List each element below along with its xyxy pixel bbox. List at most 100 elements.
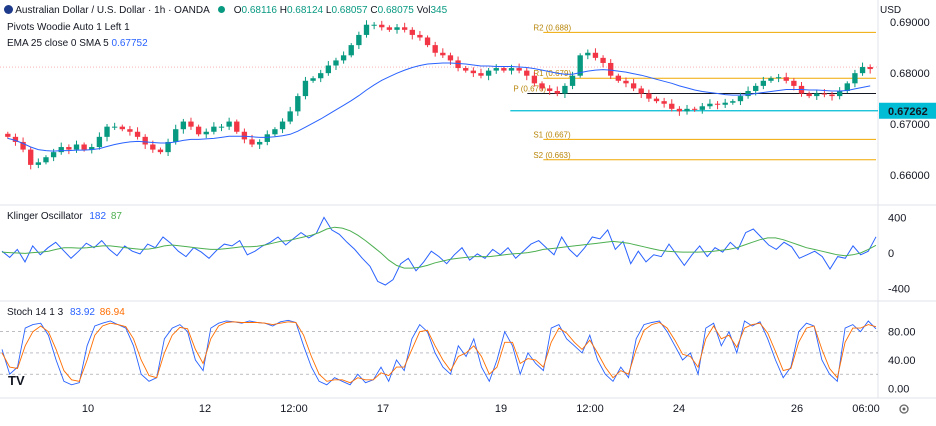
candle-body — [691, 108, 698, 110]
klinger-series-1 — [1, 216, 877, 286]
open-label: O — [233, 5, 242, 16]
candle-body — [684, 108, 690, 112]
candle-body — [493, 68, 499, 71]
stoch-tick-label: 80.00 — [888, 327, 916, 339]
klinger-tick-label: -400 — [888, 284, 910, 296]
ema-line — [7, 62, 871, 152]
candle-body — [43, 157, 49, 163]
candle-body — [287, 111, 293, 122]
candle-body — [96, 136, 103, 148]
stoch-pane — [0, 319, 878, 386]
candle-body — [608, 62, 614, 76]
symbol-header: Australian Dollar / U.S. Dollar · 1h · O… — [4, 5, 447, 16]
candle-body — [478, 73, 484, 76]
candle-body — [501, 68, 507, 71]
candle-body — [379, 24, 385, 28]
volume-value: 345 — [430, 5, 448, 16]
candle-body — [661, 101, 667, 104]
pivot-label-p: P (0.676) — [513, 85, 546, 94]
candle-body — [180, 121, 187, 130]
candle-body — [35, 162, 42, 165]
candle-body — [638, 88, 644, 94]
pivot-label-s1: S1 (0.667) — [533, 130, 571, 139]
candle-body — [432, 45, 438, 53]
candle-body — [20, 141, 26, 150]
candle-body — [211, 126, 217, 132]
candle-body — [272, 129, 278, 135]
candle-body — [89, 147, 95, 150]
candle-body — [5, 133, 11, 137]
candle-body — [28, 149, 34, 165]
candle-body — [58, 147, 64, 153]
time-tick-label: 24 — [673, 403, 685, 415]
open-value: 0.68116 — [241, 5, 277, 16]
klinger-series-2 — [1, 226, 877, 269]
candle-body — [569, 75, 576, 86]
settings-gear-icon[interactable] — [898, 402, 910, 414]
candle-body — [463, 68, 469, 71]
candle-body — [310, 78, 316, 81]
candle-body — [218, 126, 225, 128]
klinger-pane — [1, 216, 877, 286]
stoch-legend[interactable]: Stoch 14 1 3 83.92 86.94 — [7, 307, 125, 318]
candle-body — [531, 75, 538, 84]
candle-body — [745, 90, 751, 97]
candle-body — [371, 24, 377, 26]
candle-body — [539, 83, 545, 89]
candle-body — [836, 90, 843, 97]
candle-body — [150, 144, 156, 150]
candle-body — [859, 67, 866, 74]
candle-body — [127, 129, 133, 132]
tradingview-logo[interactable]: TV — [8, 373, 25, 388]
candle-body — [249, 139, 255, 145]
candle-body — [195, 126, 202, 135]
klinger-tick-label: 400 — [888, 212, 906, 224]
volume-label: Vol — [416, 5, 431, 16]
klinger-tick-label: 0 — [888, 248, 894, 260]
candle-body — [66, 147, 72, 150]
candle-body — [386, 27, 393, 30]
axes: 0.69000 0.68000 0.67000 0.66000 0.67262 400 0 -… — [82, 17, 936, 415]
ohlc-readout: O0.68116 H0.68124 L0.68057 C0.68075 Vol3… — [234, 5, 447, 16]
candle-body — [340, 55, 347, 61]
candle-body — [302, 80, 309, 97]
candle-body — [554, 90, 560, 94]
klinger-legend[interactable]: Klinger Oscillator 182 87 — [7, 211, 122, 222]
candle-body — [401, 27, 408, 30]
klinger-value-2: 87 — [110, 211, 122, 222]
pivot-label-r1: R1 (0.679) — [533, 69, 571, 78]
low-value: 0.68057 — [331, 5, 368, 16]
candle-body — [295, 96, 301, 112]
candle-body — [203, 131, 209, 135]
candle-body — [394, 27, 400, 30]
candle-body — [142, 136, 148, 145]
time-tick-label: 17 — [377, 403, 389, 415]
candle-body — [867, 67, 873, 70]
stoch-tick-label: 0.00 — [888, 383, 909, 395]
time-tick-label: 12:00 — [576, 403, 604, 415]
pivot-label-s2: S2 (0.663) — [533, 151, 571, 160]
ema-line-path — [7, 62, 871, 152]
candle-body — [508, 68, 515, 71]
candle-body — [753, 85, 759, 91]
symbol-title[interactable]: Australian Dollar / U.S. Dollar · 1h · O… — [15, 5, 210, 16]
currency-label[interactable]: USD — [880, 5, 902, 16]
candle-body — [814, 93, 820, 97]
candle-body — [188, 121, 194, 127]
candle-body — [226, 121, 232, 127]
price-tick-label: 0.66000 — [890, 170, 930, 182]
candle-body — [714, 103, 721, 105]
candle-body — [111, 126, 118, 128]
high-value: 0.68124 — [286, 5, 324, 16]
candle-body — [409, 29, 415, 35]
candle-body — [447, 55, 454, 61]
candle-body — [669, 103, 675, 109]
pivots-indicator-label[interactable]: Pivots Woodie Auto 1 Left 1 — [7, 22, 130, 33]
candle-body — [356, 34, 362, 46]
stoch-value-d: 86.94 — [99, 307, 125, 318]
candle-body — [165, 141, 171, 153]
time-tick-label: 19 — [495, 403, 507, 415]
candle-body — [600, 57, 606, 63]
ema-indicator-legend[interactable]: EMA 25 close 0 SMA 5 0.67752 — [7, 38, 148, 49]
candle-body — [592, 52, 599, 58]
